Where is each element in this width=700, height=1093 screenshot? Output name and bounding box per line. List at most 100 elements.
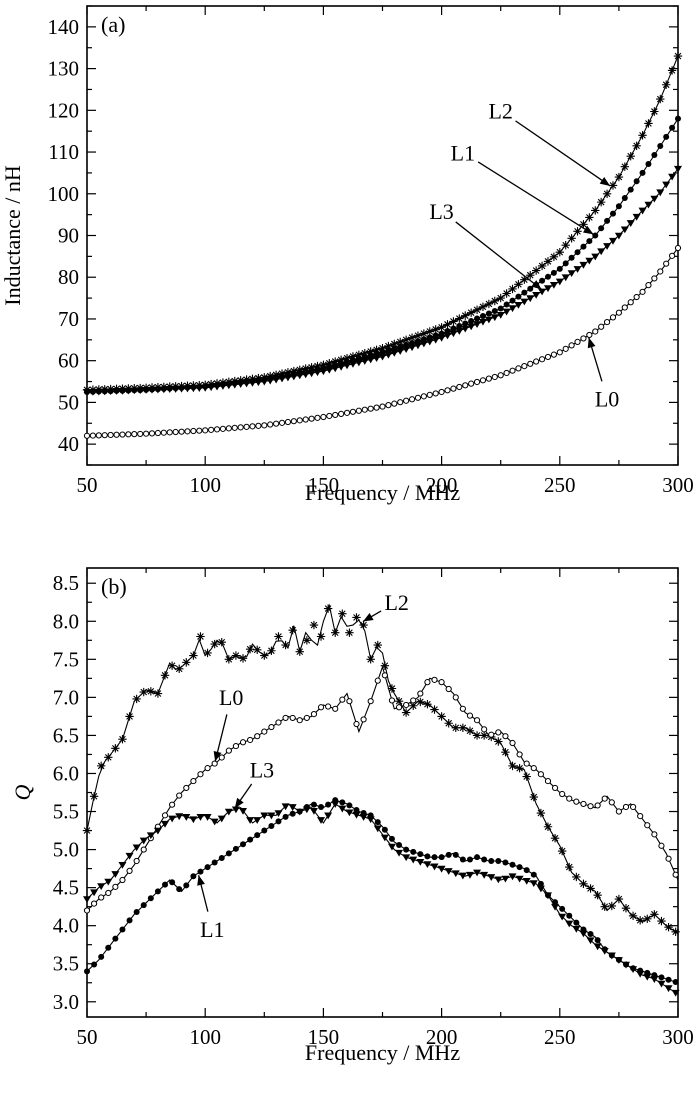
- marker-l1: [491, 308, 498, 315]
- marker-l0: [645, 282, 652, 289]
- marker-l2: [628, 911, 638, 920]
- marker-l0: [527, 360, 534, 367]
- marker-l0: [665, 855, 672, 862]
- marker-l1: [497, 305, 504, 312]
- marker-l3: [112, 388, 121, 395]
- marker-l1: [657, 143, 664, 150]
- marker-l0: [89, 432, 97, 439]
- marker-l0: [408, 396, 416, 403]
- marker-l3: [490, 314, 499, 322]
- marker-l0: [420, 393, 427, 400]
- marker-l2: [537, 261, 547, 271]
- marker-l3: [650, 195, 659, 203]
- marker-l3: [449, 330, 458, 338]
- marker-l3: [451, 870, 460, 878]
- marker-l1: [544, 892, 551, 899]
- marker-l1: [621, 194, 628, 201]
- marker-l2: [174, 664, 184, 674]
- marker-l2: [596, 197, 606, 207]
- marker-l1: [644, 969, 651, 976]
- marker-l0: [353, 720, 360, 728]
- marker-l0: [303, 714, 310, 722]
- series-line-l0: [86, 665, 679, 911]
- marker-l2: [366, 655, 375, 664]
- marker-l0: [184, 428, 191, 435]
- marker-l0: [544, 777, 552, 785]
- marker-l0: [651, 275, 658, 282]
- y-tick-label-120: 120: [48, 98, 80, 122]
- marker-l3: [231, 806, 240, 814]
- marker-l2: [139, 687, 148, 697]
- marker-l2: [394, 696, 404, 706]
- marker-l3: [148, 386, 157, 394]
- marker-l0: [503, 369, 510, 377]
- marker-l0: [544, 353, 552, 361]
- marker-l1: [254, 832, 261, 839]
- marker-l0: [166, 429, 173, 436]
- plot-frame: [86, 567, 679, 1018]
- marker-l0: [219, 425, 227, 432]
- marker-l0: [586, 331, 593, 339]
- marker-l2: [644, 119, 653, 128]
- marker-l3: [301, 371, 310, 379]
- marker-l1: [84, 968, 90, 975]
- marker-l1: [133, 908, 140, 915]
- marker-l0: [523, 760, 530, 767]
- marker-l0: [133, 857, 140, 865]
- marker-l3: [473, 321, 482, 328]
- marker-l3: [526, 295, 535, 303]
- marker-l3: [538, 288, 547, 296]
- marker-l3: [348, 361, 357, 368]
- marker-l1: [609, 210, 616, 217]
- y-tick-label-6-0: 6.0: [53, 761, 79, 785]
- annotation-label-l1: L1: [200, 917, 224, 942]
- marker-l3: [567, 270, 576, 278]
- marker-l1: [601, 946, 608, 953]
- marker-l1: [550, 269, 557, 276]
- marker-l3: [419, 340, 428, 348]
- marker-l2: [146, 687, 156, 696]
- marker-l0: [308, 415, 315, 422]
- marker-l3: [657, 980, 666, 988]
- marker-l2: [449, 317, 458, 326]
- marker-l1: [424, 853, 431, 860]
- y-tick-label-50: 50: [58, 390, 79, 414]
- marker-l2: [501, 747, 510, 757]
- marker-l2: [557, 846, 567, 856]
- annotation-arrowhead-l1: [197, 875, 205, 886]
- panel-a-inductance-chart: 50 100 150 200 250 300 40 50 60 70 80 90 100 110 120 13…: [0, 5, 694, 505]
- marker-l2: [396, 337, 405, 347]
- marker-l2: [572, 872, 581, 882]
- marker-l3: [408, 344, 417, 352]
- marker-l0: [282, 714, 289, 722]
- x-axis-label: Frequency / MHz: [305, 1040, 460, 1065]
- marker-l3: [210, 818, 219, 826]
- marker-l0: [466, 712, 474, 719]
- marker-l2: [522, 772, 531, 781]
- marker-l0: [296, 417, 303, 424]
- marker-l0: [190, 427, 197, 435]
- marker-l2: [607, 901, 617, 911]
- marker-l1: [615, 956, 622, 963]
- marker-l3: [478, 318, 487, 326]
- marker-l3: [671, 989, 680, 997]
- marker-l3: [266, 377, 275, 385]
- marker-l2: [203, 648, 212, 658]
- marker-l0: [326, 412, 333, 420]
- marker-l0: [275, 719, 282, 726]
- series-line-l3: [86, 803, 679, 995]
- marker-l2: [387, 684, 397, 693]
- marker-l3: [626, 220, 635, 227]
- marker-l2: [620, 162, 630, 171]
- marker-l3: [444, 868, 453, 875]
- marker-l1: [633, 178, 640, 185]
- marker-l1: [598, 225, 605, 232]
- marker-l1: [586, 238, 593, 245]
- marker-l0: [98, 894, 105, 901]
- marker-l1: [410, 848, 417, 855]
- marker-l2: [348, 352, 358, 361]
- marker-l2: [455, 314, 464, 323]
- marker-l1: [587, 931, 594, 938]
- panel-label: (b): [101, 574, 127, 599]
- marker-l0: [273, 420, 280, 427]
